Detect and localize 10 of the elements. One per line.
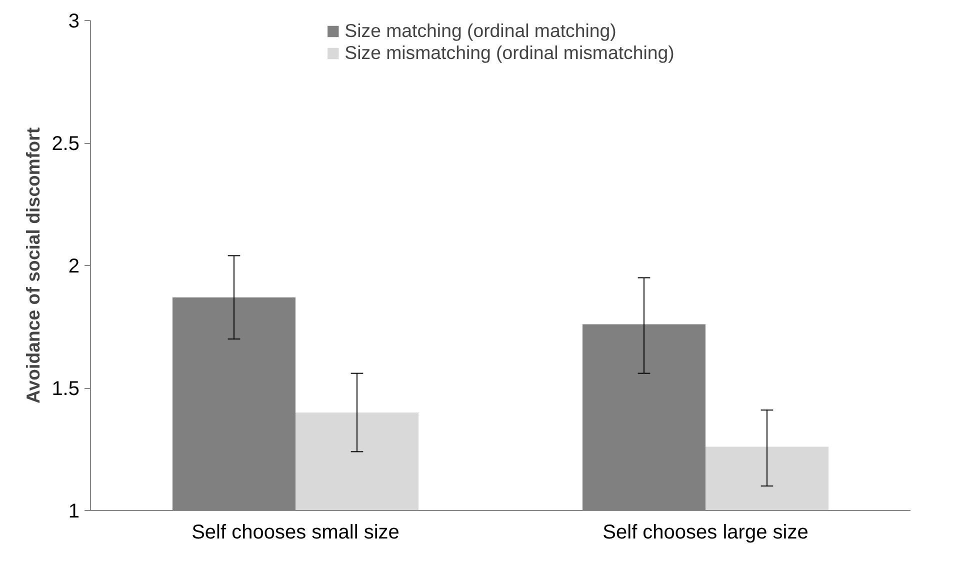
y-tick-label: 2.5	[52, 133, 80, 155]
y-tick-label: 3	[68, 10, 80, 32]
x-tick-label: Self chooses large size	[602, 522, 808, 544]
y-tick-label: 1	[68, 500, 80, 522]
x-tick-label: Self chooses small size	[192, 522, 400, 544]
y-tick-label: 2	[68, 256, 80, 278]
legend-label: Size matching (ordinal matching)	[344, 20, 616, 42]
legend-label: Size mismatching (ordinal mismatching)	[344, 42, 674, 64]
y-tick-label: 1.5	[52, 378, 80, 400]
y-axis-title: Avoidance of social discomfort	[22, 127, 44, 404]
